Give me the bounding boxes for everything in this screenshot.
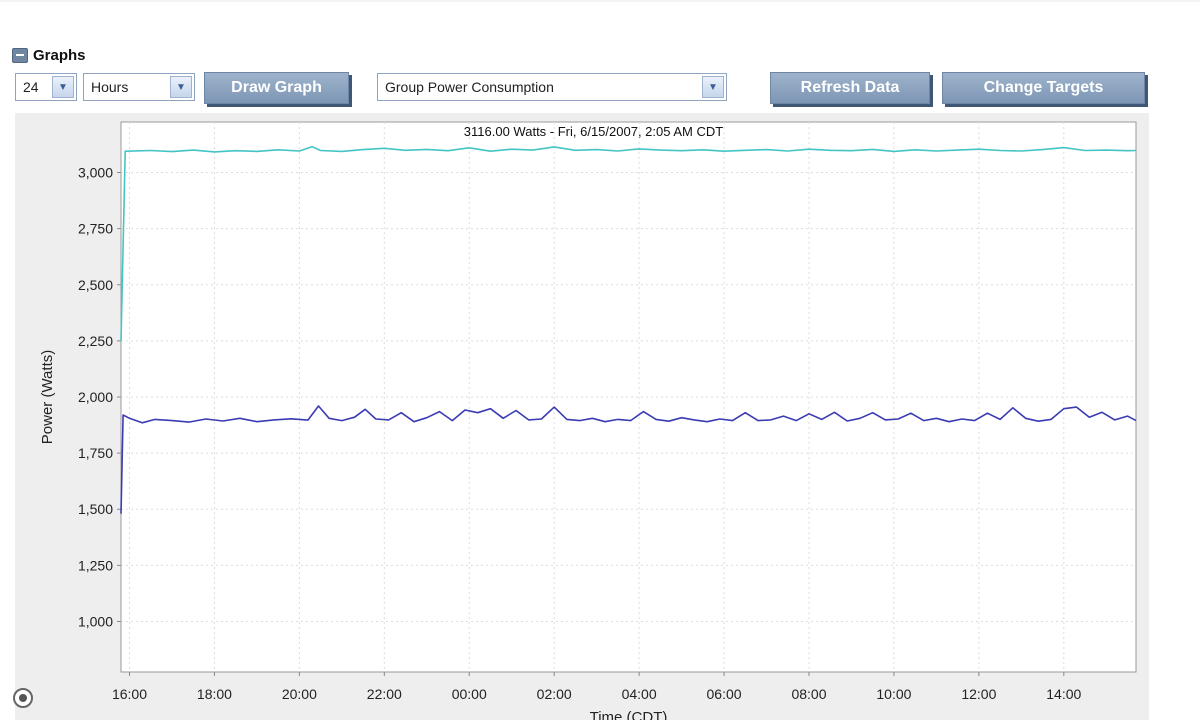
x-tick-label: 02:00 (537, 686, 572, 702)
series-line-1 (120, 145, 1137, 341)
chevron-down-icon[interactable]: ▼ (170, 76, 192, 98)
x-tick-label: 12:00 (961, 686, 996, 702)
series-line-2 (120, 405, 1137, 514)
unit-value: Hours (91, 79, 129, 95)
x-tick-label: 00:00 (452, 686, 487, 702)
x-tick-label: 16:00 (112, 686, 147, 702)
x-tick-label: 06:00 (707, 686, 742, 702)
x-tick-label: 22:00 (367, 686, 402, 702)
y-tick-label: 1,500 (78, 501, 113, 517)
y-tick-label: 1,750 (78, 445, 113, 461)
x-axis-label: Time (CDT) (590, 709, 668, 720)
top-divider (0, 0, 1200, 2)
chevron-down-icon[interactable]: ▼ (52, 76, 74, 98)
y-tick-label: 2,250 (78, 333, 113, 349)
chevron-down-icon[interactable]: ▼ (702, 76, 724, 98)
x-tick-label: 08:00 (791, 686, 826, 702)
unit-select[interactable]: Hours ▼ (83, 73, 195, 101)
draw-graph-button[interactable]: Draw Graph (204, 72, 349, 104)
x-tick-label: 18:00 (197, 686, 232, 702)
plot-area (120, 121, 1137, 673)
x-tick-label: 10:00 (876, 686, 911, 702)
change-targets-button[interactable]: Change Targets (942, 72, 1145, 104)
y-axis-label: Power (Watts) (39, 350, 56, 444)
section-title: Graphs (33, 46, 86, 64)
refresh-data-button[interactable]: Refresh Data (770, 72, 930, 104)
duration-select[interactable]: 24 ▼ (15, 73, 77, 101)
y-tick-label: 2,000 (78, 389, 113, 405)
graph-type-value: Group Power Consumption (385, 79, 554, 95)
power-chart: 1,000 1,250 1,500 1,750 2,000 2,250 2,500 2,750… (39, 121, 1137, 720)
y-tick-label: 1,250 (78, 557, 113, 573)
x-tick-label: 04:00 (622, 686, 657, 702)
x-tick-label: 14:00 (1046, 686, 1081, 702)
minus-icon[interactable] (12, 47, 28, 63)
y-tick-label: 2,500 (78, 277, 113, 293)
duration-value: 24 (23, 79, 39, 95)
y-tick-label: 1,000 (78, 613, 113, 629)
y-tick-label: 3,000 (78, 165, 113, 181)
x-tick-label: 20:00 (282, 686, 317, 702)
graphs-section-header: Graphs (12, 45, 86, 65)
graph-panel: 1,000 1,250 1,500 1,750 2,000 2,250 2,500 2,750… (15, 113, 1149, 720)
chart-title: 3116.00 Watts - Fri, 6/15/2007, 2:05 AM … (464, 124, 723, 139)
status-icon[interactable] (13, 688, 33, 708)
y-tick-label: 2,750 (78, 221, 113, 237)
graph-type-select[interactable]: Group Power Consumption ▼ (377, 73, 727, 101)
